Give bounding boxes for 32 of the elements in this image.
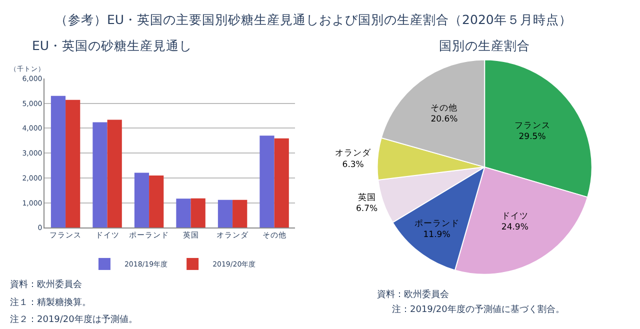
text: 注：2019/20年度の予測値に基づく割合。: [392, 304, 564, 315]
data-label: 20.6%: [430, 114, 458, 125]
chart-subtitle: EU・英国の砂糖生産見通し: [32, 38, 192, 53]
bar: [149, 175, 164, 228]
bar: [107, 120, 122, 228]
bar: [92, 122, 108, 228]
text: 注２：2019/20年度は予測値。: [10, 314, 138, 325]
bar: [218, 200, 233, 228]
slice-label: フランス: [514, 120, 550, 131]
data-label: 24.9%: [501, 222, 528, 233]
slice-label: ポーランド: [414, 218, 460, 229]
bar: [232, 200, 248, 228]
chart-title: 国別の生産割合: [439, 38, 530, 53]
slice-label: 英国: [358, 192, 376, 204]
bar: [176, 198, 191, 228]
text: 資料：欧州委員会: [377, 289, 449, 300]
slice-label: ドイツ: [501, 212, 528, 222]
slice-label: その他: [430, 102, 458, 114]
data-label: 29.5%: [518, 132, 546, 142]
bar: [66, 100, 80, 228]
bar: [134, 172, 150, 228]
bar: [260, 136, 274, 228]
text: 資料：欧州委員会: [10, 279, 82, 290]
text: 注１：精製糖換算。: [10, 297, 91, 308]
data-label: 6.3%: [342, 160, 364, 170]
chart-title: （参考）EU・英国の主要国別砂糖生産見通しおよび国別の生産割合（2020年５月時点）: [55, 12, 572, 27]
bar: [274, 138, 289, 228]
slice-label: オランダ: [335, 148, 372, 159]
data-label: 6.7%: [356, 204, 378, 214]
bar: [50, 96, 66, 228]
bar: [190, 198, 206, 228]
data-label: 11.9%: [423, 230, 450, 240]
